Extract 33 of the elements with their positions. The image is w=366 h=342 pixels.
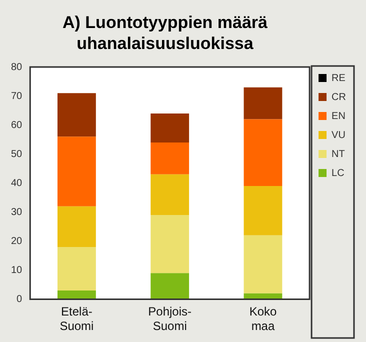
y-tick-label: 40: [11, 178, 23, 189]
bar: [244, 119, 282, 186]
legend-label: LC: [332, 168, 344, 179]
legend-label: NT: [332, 148, 345, 160]
x-tick-label: Pohjois-Suomi: [148, 304, 192, 334]
bar: [57, 136, 96, 206]
bar: [150, 113, 190, 142]
bar: [244, 235, 282, 294]
y-tick-label: 0: [16, 294, 23, 305]
y-tick-label: 20: [11, 236, 23, 247]
bar: [57, 93, 96, 137]
bar: [57, 246, 96, 290]
bar: [244, 87, 282, 120]
bar: [244, 186, 282, 236]
y-tick-label: 80: [11, 62, 23, 73]
x-tick-label: Etelä-Suomi: [60, 304, 94, 334]
bar: [150, 273, 190, 300]
legend-label: EN: [332, 110, 346, 122]
y-tick-label: 70: [11, 90, 23, 102]
y-tick-label: 30: [11, 206, 23, 218]
bar: [150, 142, 190, 174]
y-tick-label: 10: [11, 264, 23, 276]
chart-title: A) Luontotyyppien määrä uhanalaisuusluokissa: [62, 12, 268, 54]
legend-label: RE: [332, 72, 346, 84]
legend-label: VU: [332, 130, 346, 141]
bar: [57, 290, 96, 300]
bar: [150, 174, 190, 216]
x-tick-label: Koko maa: [249, 304, 277, 334]
bar: [57, 206, 96, 247]
y-tick-label: 60: [11, 120, 23, 131]
bar: [150, 215, 190, 274]
legend-label: CR: [332, 92, 346, 103]
y-tick-label: 50: [11, 148, 23, 160]
